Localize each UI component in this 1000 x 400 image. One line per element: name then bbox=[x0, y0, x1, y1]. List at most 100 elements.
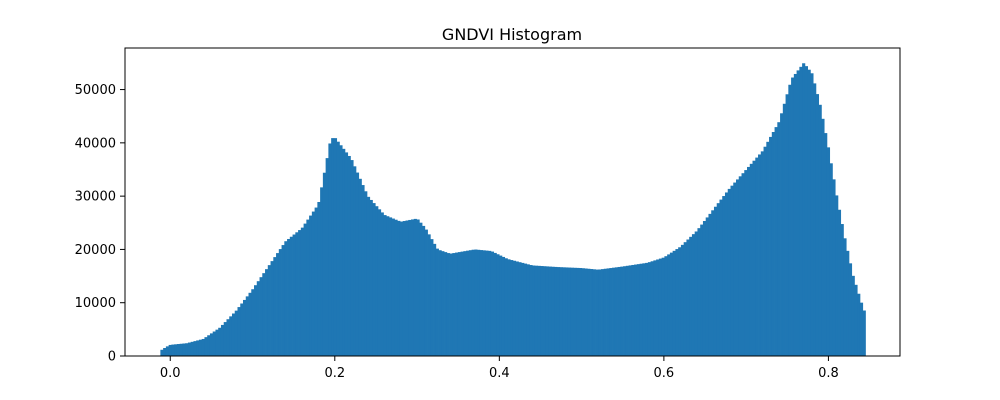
histogram-bar bbox=[289, 236, 293, 356]
histogram-bar bbox=[196, 340, 200, 356]
histogram-bar bbox=[719, 199, 723, 356]
histogram-bar bbox=[702, 221, 707, 356]
histogram-bar bbox=[422, 225, 426, 356]
histogram-bar bbox=[430, 239, 434, 356]
histogram-bar bbox=[187, 342, 192, 356]
histogram-bar bbox=[785, 94, 789, 356]
histogram-bar bbox=[444, 252, 448, 356]
histogram-bar bbox=[507, 259, 511, 356]
histogram-bar bbox=[526, 264, 530, 356]
histogram-bar bbox=[347, 155, 351, 356]
x-tick-label: 0.0 bbox=[160, 366, 181, 381]
histogram-bar bbox=[678, 247, 682, 356]
histogram-bar bbox=[708, 213, 712, 356]
histogram-bar bbox=[529, 265, 533, 356]
histogram-bar bbox=[667, 254, 671, 356]
histogram-bar bbox=[322, 172, 327, 356]
histogram-bar bbox=[342, 148, 346, 356]
histogram-bar bbox=[584, 268, 588, 356]
histogram-bar bbox=[832, 179, 836, 356]
histogram-bar bbox=[559, 267, 563, 356]
histogram-bars bbox=[160, 63, 866, 357]
histogram-bar bbox=[859, 302, 864, 356]
histogram-bar bbox=[658, 258, 663, 356]
histogram-bar bbox=[733, 182, 737, 356]
histogram-bar bbox=[664, 256, 668, 356]
histogram-bar bbox=[435, 248, 439, 356]
histogram-bar bbox=[198, 339, 203, 356]
histogram-bar bbox=[554, 266, 558, 356]
histogram-bar bbox=[278, 249, 282, 356]
histogram-bar bbox=[369, 199, 373, 356]
histogram-bar bbox=[639, 263, 643, 356]
histogram-bar bbox=[532, 265, 536, 356]
histogram-bar bbox=[829, 163, 833, 356]
y-tick-label: 0 bbox=[108, 350, 116, 365]
histogram-bar bbox=[331, 138, 335, 356]
histogram-bar bbox=[826, 147, 831, 356]
histogram-bar bbox=[846, 250, 850, 356]
histogram-bar bbox=[799, 66, 803, 356]
histogram-bar bbox=[771, 132, 775, 356]
histogram-bar bbox=[700, 224, 704, 356]
histogram-bar bbox=[259, 277, 263, 356]
histogram-bar bbox=[372, 203, 376, 356]
histogram-bar bbox=[749, 163, 753, 356]
histogram-bar bbox=[691, 234, 696, 356]
histogram-bar bbox=[551, 266, 555, 356]
histogram-bar bbox=[788, 84, 792, 356]
histogram-bar bbox=[631, 264, 635, 356]
histogram-bar bbox=[358, 178, 362, 356]
histogram-bar bbox=[298, 230, 302, 356]
histogram-bar bbox=[669, 252, 674, 356]
histogram-bar bbox=[171, 344, 175, 356]
histogram-bar bbox=[402, 221, 406, 356]
histogram-bar bbox=[689, 236, 693, 356]
histogram-bar bbox=[793, 73, 797, 356]
histogram-bar bbox=[796, 70, 800, 357]
histogram-bar bbox=[548, 266, 552, 356]
histogram-bar bbox=[391, 218, 395, 356]
histogram-bar bbox=[540, 266, 544, 356]
histogram-bar bbox=[256, 281, 260, 356]
histogram-bar bbox=[240, 303, 244, 356]
histogram-bar bbox=[386, 216, 390, 356]
histogram-bar bbox=[683, 242, 687, 356]
histogram-bar bbox=[433, 243, 437, 356]
histogram-bar bbox=[190, 341, 194, 356]
histogram-bar bbox=[647, 262, 652, 356]
x-tick-label: 0.2 bbox=[324, 366, 345, 381]
histogram-bar bbox=[587, 268, 591, 356]
histogram-bar bbox=[837, 209, 842, 356]
histogram-bar bbox=[716, 203, 720, 356]
histogram-bar bbox=[344, 152, 349, 356]
histogram-bar bbox=[760, 151, 764, 356]
histogram-bar bbox=[774, 127, 778, 356]
histogram-bar bbox=[843, 238, 847, 356]
histogram-bar bbox=[336, 141, 340, 356]
histogram-bar bbox=[650, 261, 654, 356]
histogram-bar bbox=[419, 222, 423, 356]
y-tick-label: 10000 bbox=[75, 296, 116, 311]
histogram-bar bbox=[366, 196, 371, 356]
histogram-bar bbox=[317, 201, 321, 356]
histogram-bar bbox=[295, 232, 299, 356]
histogram-bar bbox=[311, 211, 316, 356]
histogram-bar bbox=[722, 196, 726, 356]
histogram-bar bbox=[220, 324, 225, 356]
histogram-bar bbox=[441, 251, 445, 356]
histogram-bar bbox=[741, 173, 745, 356]
histogram-bar bbox=[413, 218, 417, 356]
histogram-bar bbox=[791, 77, 795, 356]
histogram-bar bbox=[617, 266, 621, 356]
histogram-bar bbox=[267, 265, 271, 356]
histogram-bar bbox=[686, 239, 690, 356]
histogram-bar bbox=[446, 253, 450, 356]
histogram-bar bbox=[810, 73, 814, 356]
histogram-bar bbox=[645, 262, 649, 356]
histogram-bar bbox=[857, 293, 861, 356]
histogram-bar bbox=[394, 219, 398, 356]
histogram-bar bbox=[835, 195, 839, 356]
histogram-bar bbox=[738, 176, 742, 356]
y-tick-label: 40000 bbox=[75, 136, 116, 151]
